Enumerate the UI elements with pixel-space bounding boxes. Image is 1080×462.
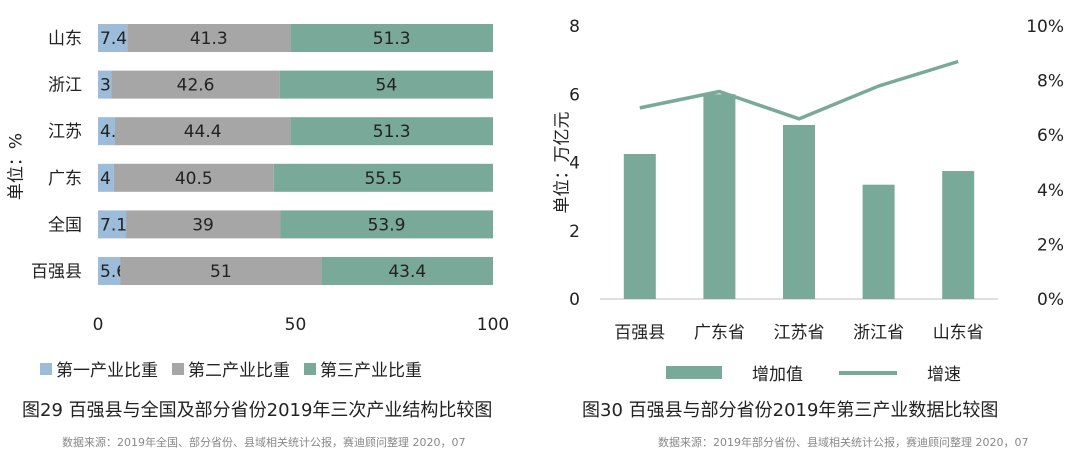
y2-tick-label: 10%: [1026, 17, 1064, 37]
bar-segment: [111, 70, 280, 99]
legend-label-tertiary: 第三产业比重: [320, 361, 422, 381]
data-label: 51.3: [373, 29, 411, 49]
bar-segment: [113, 163, 274, 192]
right-chart-source: 数据来源：2019年部分省份、县域相关统计公报，赛迪顾问整理 2020，07: [658, 436, 1029, 449]
stacked-bar-chart: 山东7.441.351.3浙江3.442.654江苏4.344.451.3广东4…: [31, 24, 509, 335]
legend-swatch-value-added: [666, 366, 722, 379]
left-legend: 第一产业比重 第二产业比重 第三产业比重: [40, 356, 436, 381]
x-tick-label: 0: [93, 315, 104, 335]
data-label: 42.6: [177, 76, 215, 96]
x-tick-label: 100: [477, 315, 509, 335]
data-label: 7.1: [100, 215, 127, 235]
legend-item-value-added: 增加值: [666, 360, 803, 385]
legend-item-tertiary: 第三产业比重: [304, 356, 422, 381]
legend-label-primary: 第一产业比重: [56, 361, 158, 381]
x-tick-label: 百强县: [614, 323, 665, 343]
category-label: 江苏: [48, 122, 82, 142]
bar-segment: [98, 257, 121, 285]
combo-bar-line-chart: 0 2 4 6 8 0% 2% 4% 6% 8% 10% 百强县 广东省 江苏省 浙江省 山东省: [569, 17, 1064, 343]
y-tick-label: 0: [569, 290, 580, 310]
bar-segment: [280, 210, 493, 239]
bar-value-added: [623, 153, 656, 299]
left-y-axis-label: 单位：%: [6, 132, 27, 201]
legend-label-growth: 增速: [927, 365, 961, 385]
legend-swatch-secondary: [172, 362, 184, 375]
category-label: 山东: [48, 29, 82, 49]
bar-segment: [321, 257, 493, 285]
bar-segment: [290, 24, 493, 52]
bar-value-added: [942, 171, 975, 299]
x-tick-label: 50: [285, 315, 307, 335]
legend-swatch-tertiary: [304, 362, 316, 375]
line-growth-rate: [639, 59, 959, 121]
category-label: 全国: [48, 215, 82, 235]
category-label: 浙江: [48, 76, 82, 96]
data-label: 4: [100, 169, 111, 189]
bar-segment: [114, 117, 291, 146]
data-label: 55.5: [364, 169, 402, 189]
left-chart-title: 图29 百强县与全国及部分省份2019年三次产业结构比较图: [22, 400, 493, 421]
data-label: 51: [210, 262, 232, 282]
legend-item-growth: 增速: [839, 360, 961, 385]
left-chart-source: 数据来源：2019年全国、部分省份、县域相关统计公报，赛迪顾问整理 2020，0…: [62, 436, 466, 449]
x-tick-label: 江苏省: [774, 323, 825, 343]
category-label: 百强县: [31, 262, 82, 282]
y-tick-label: 2: [569, 222, 580, 242]
right-chart-title: 图30 百强县与部分省份2019年第三产业数据比较图: [582, 400, 999, 421]
y2-tick-label: 0%: [1037, 290, 1064, 310]
y2-tick-label: 6%: [1037, 126, 1064, 146]
data-label: 41.3: [190, 29, 228, 49]
data-label: 7.4: [100, 29, 127, 49]
data-label: 44.4: [184, 122, 222, 142]
bar-segment: [290, 117, 493, 146]
legend-label-value-added: 增加值: [752, 365, 803, 385]
bar-segment: [127, 24, 291, 52]
y-tick-label: 8: [569, 17, 580, 37]
data-label: 40.5: [175, 169, 213, 189]
bar-segment: [120, 257, 322, 285]
right-legend: 增加值 增速: [666, 360, 975, 385]
bar-segment: [279, 70, 493, 99]
legend-label-secondary: 第二产业比重: [188, 361, 290, 381]
legend-swatch-growth: [839, 370, 897, 375]
data-label: 54: [376, 76, 398, 96]
legend-item-primary: 第一产业比重: [40, 356, 158, 381]
bar-segment: [98, 210, 127, 239]
category-label: 广东: [48, 169, 82, 189]
legend-swatch-primary: [40, 362, 52, 375]
data-label: 39: [192, 215, 214, 235]
right-chart-panel: 0 2 4 6 8 0% 2% 4% 6% 8% 10% 百强县 广东省 江苏省 浙江省 山东省 单位：万亿元…: [540, 0, 1080, 462]
bar-value-added: [703, 94, 736, 299]
data-label: 43.4: [388, 262, 426, 282]
y-tick-label: 6: [569, 85, 580, 105]
bar-segment: [98, 117, 115, 146]
bar-segment: [98, 70, 112, 99]
y2-tick-label: 2%: [1037, 235, 1064, 255]
y2-tick-label: 4%: [1037, 181, 1064, 201]
bar-segment: [98, 163, 114, 192]
data-label: 51.3: [373, 122, 411, 142]
x-tick-label: 广东省: [694, 323, 745, 343]
bar-segment: [126, 210, 281, 239]
y2-tick-label: 8%: [1037, 72, 1064, 92]
x-tick-label: 山东省: [933, 323, 984, 343]
bar-value-added: [783, 124, 815, 300]
data-label: 53.9: [368, 215, 406, 235]
left-chart-panel: 山东7.441.351.3浙江3.442.654江苏4.344.451.3广东4…: [6, 24, 509, 449]
x-tick-label: 浙江省: [853, 323, 904, 343]
bar-segment: [98, 24, 128, 52]
bar-segment: [273, 163, 493, 192]
right-y-axis-label: 单位：万亿元: [552, 111, 573, 214]
legend-item-secondary: 第二产业比重: [172, 356, 290, 381]
y-tick-label: 4: [569, 154, 580, 174]
bar-value-added: [862, 184, 895, 299]
